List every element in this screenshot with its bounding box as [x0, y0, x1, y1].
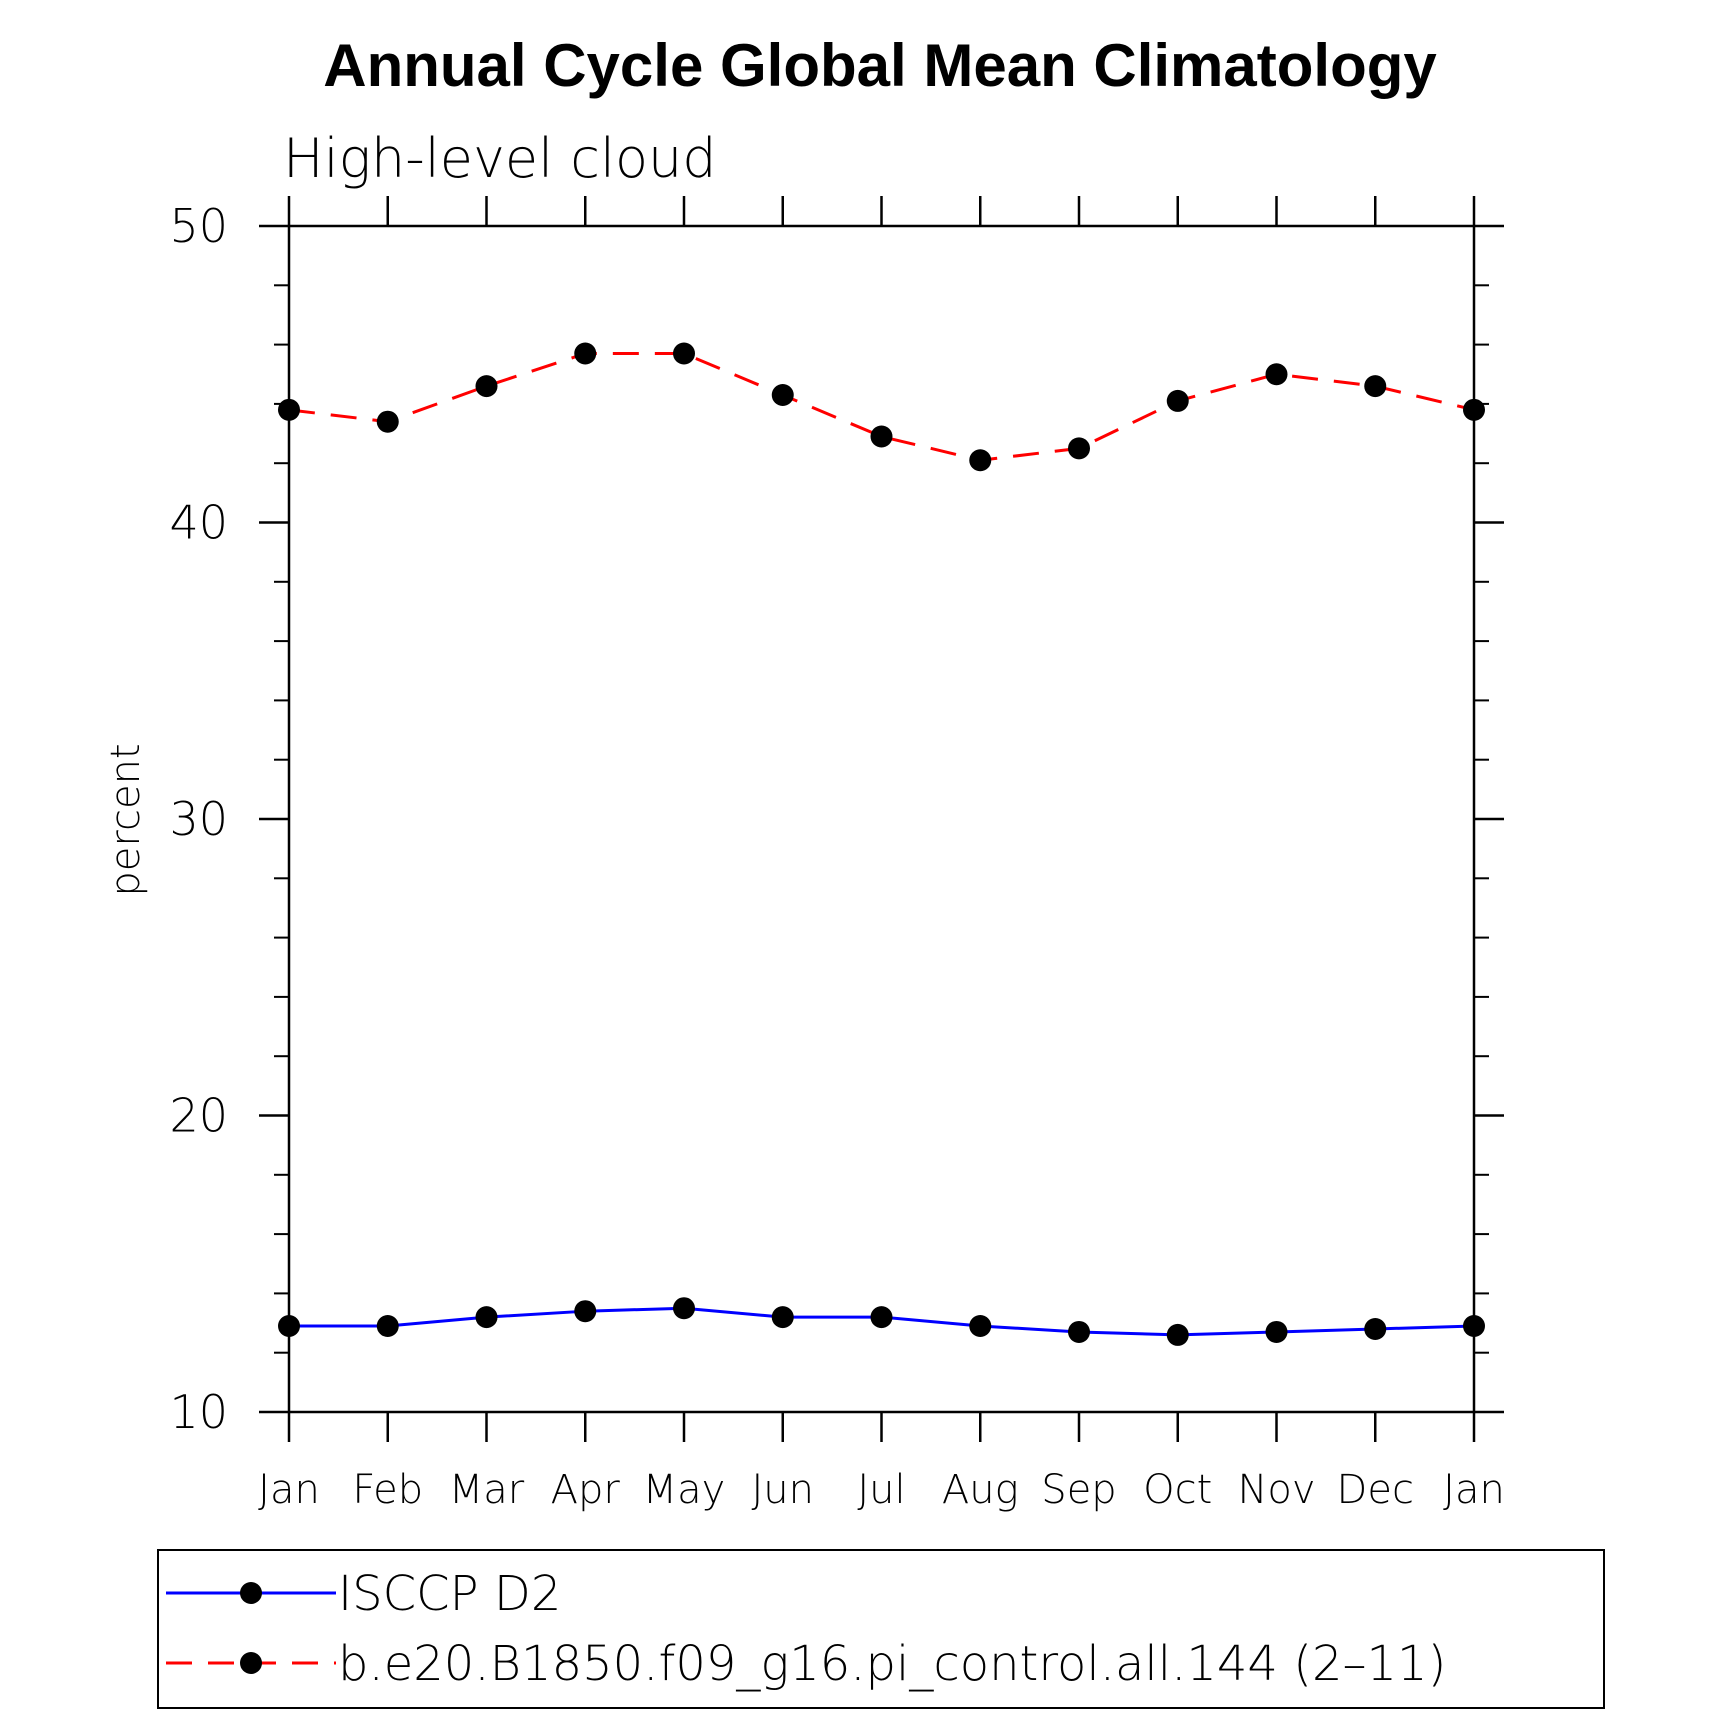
data-point [278, 398, 300, 421]
data-point [870, 1306, 893, 1329]
x-tick-label: Mar [449, 1467, 525, 1513]
x-tick-label: Apr [551, 1467, 621, 1513]
x-tick-label: Dec [1337, 1467, 1414, 1513]
y-tick-label: 50 [169, 199, 228, 253]
data-point [673, 342, 695, 365]
legend-marker [240, 1582, 262, 1604]
data-point [1265, 1320, 1288, 1343]
data-point [376, 1315, 399, 1338]
data-point [870, 425, 893, 448]
x-tick-label: Jan [1443, 1467, 1505, 1513]
x-tick-label: Aug [942, 1467, 1019, 1513]
data-point [969, 1315, 992, 1338]
data-point [278, 1315, 300, 1338]
data-point [1463, 398, 1485, 421]
data-point [1068, 1320, 1090, 1343]
data-point [574, 342, 597, 365]
data-point [771, 384, 794, 407]
data-point [574, 1300, 597, 1323]
chart-title: Annual Cycle Global Mean Climatology [323, 32, 1437, 99]
data-point [475, 375, 498, 398]
data-point [1463, 1315, 1485, 1338]
series-1 [278, 1297, 1485, 1346]
legend-box [157, 1549, 1605, 1709]
y-tick-label: 30 [169, 792, 228, 846]
data-point [376, 410, 399, 433]
legend-marker [240, 1652, 262, 1674]
data-point [1166, 389, 1189, 412]
legend: ISCCP D2 b.e20.B1850.f09_g16.pi_control.a… [166, 1566, 1446, 1692]
y-tick-label: 10 [169, 1385, 228, 1439]
x-tick-label: Jul [857, 1467, 905, 1513]
series-2 [278, 342, 1485, 472]
data-point [1364, 1317, 1387, 1340]
x-tick-label: Jun [752, 1467, 815, 1513]
x-tick-label: Jan [258, 1467, 320, 1513]
x-tick-label: May [643, 1467, 726, 1513]
data-point [475, 1306, 498, 1329]
data-point [1068, 437, 1090, 460]
y-tick-label: 20 [169, 1089, 228, 1143]
data-point [1265, 363, 1288, 386]
legend-label: ISCCP D2 [338, 1566, 561, 1622]
y-tick-label: 40 [169, 496, 228, 550]
x-tick-label: Sep [1041, 1467, 1116, 1513]
data-point [1166, 1323, 1189, 1346]
plot-frame [287, 224, 1476, 1414]
x-tick-label: Oct [1143, 1467, 1212, 1513]
data-point [771, 1306, 794, 1329]
data-point [673, 1297, 695, 1320]
x-tick-label: Nov [1237, 1467, 1315, 1513]
axes: Jan Feb Mar Apr May Jun Jul Aug Sep Oct Nov Dec Jan 1… [169, 196, 1505, 1513]
y-axis-label: percent [103, 743, 149, 896]
legend-label: b.e20.B1850.f09_g16.pi_control.all.144 (… [338, 1636, 1446, 1692]
x-tick-label: Feb [352, 1467, 423, 1513]
data-point [969, 449, 992, 472]
series-layer [278, 342, 1485, 1346]
data-point [1364, 375, 1387, 398]
chart-subtitle: High-level cloud [283, 127, 717, 190]
